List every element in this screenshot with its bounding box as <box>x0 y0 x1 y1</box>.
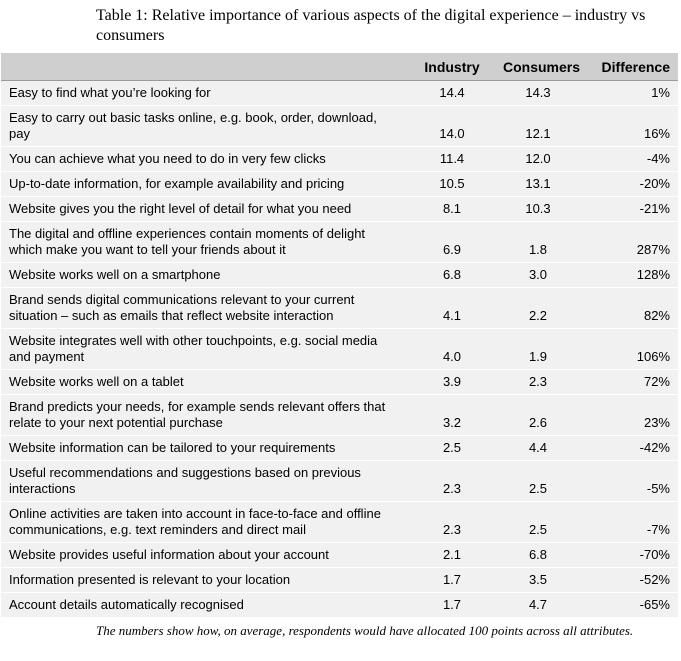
consumers-cell: 2.5 <box>495 460 581 502</box>
difference-cell: 128% <box>581 262 678 288</box>
header-difference: Difference <box>581 53 678 81</box>
attribute-cell: Account details automatically recognised <box>1 592 409 618</box>
table-row: Brand predicts your needs, for example s… <box>1 394 678 436</box>
consumers-cell: 2.2 <box>495 287 581 329</box>
attribute-cell: Information presented is relevant to you… <box>1 567 409 593</box>
attribute-cell: Website works well on a tablet <box>1 369 409 395</box>
table-row: Website integrates well with other touch… <box>1 328 678 370</box>
consumers-cell: 12.0 <box>495 146 581 172</box>
industry-cell: 8.1 <box>409 196 495 222</box>
difference-cell: -21% <box>581 196 678 222</box>
difference-cell: -70% <box>581 542 678 568</box>
industry-cell: 3.2 <box>409 394 495 436</box>
difference-cell: 23% <box>581 394 678 436</box>
attribute-cell: Website works well on a smartphone <box>1 262 409 288</box>
table-row: Website works well on a tablet 3.9 2.3 72% <box>1 369 678 395</box>
table-row: Account details automatically recognised… <box>1 592 678 618</box>
consumers-cell: 3.0 <box>495 262 581 288</box>
attribute-cell: Website gives you the right level of det… <box>1 196 409 222</box>
table-footnote: The numbers show how, on average, respon… <box>96 623 634 638</box>
attribute-cell: Brand predicts your needs, for example s… <box>1 394 409 436</box>
difference-cell: 82% <box>581 287 678 329</box>
industry-cell: 2.5 <box>409 435 495 461</box>
consumers-cell: 6.8 <box>495 542 581 568</box>
header-row: Industry Consumers Difference <box>1 53 678 81</box>
difference-cell: 16% <box>581 105 678 147</box>
table-row: The digital and offline experiences cont… <box>1 221 678 263</box>
attribute-cell: Easy to find what you’re looking for <box>1 80 409 106</box>
industry-cell: 4.1 <box>409 287 495 329</box>
industry-cell: 2.3 <box>409 501 495 543</box>
difference-cell: -7% <box>581 501 678 543</box>
industry-cell: 3.9 <box>409 369 495 395</box>
table-row: Information presented is relevant to you… <box>1 567 678 593</box>
consumers-cell: 3.5 <box>495 567 581 593</box>
difference-cell: -65% <box>581 592 678 618</box>
importance-table: Industry Consumers Difference Easy to fi… <box>1 53 678 618</box>
difference-cell: 287% <box>581 221 678 263</box>
consumers-cell: 1.9 <box>495 328 581 370</box>
consumers-cell: 14.3 <box>495 80 581 106</box>
consumers-cell: 10.3 <box>495 196 581 222</box>
difference-cell: -52% <box>581 567 678 593</box>
table-row: You can achieve what you need to do in v… <box>1 146 678 172</box>
difference-cell: 106% <box>581 328 678 370</box>
attribute-cell: Brand sends digital communications relev… <box>1 287 409 329</box>
difference-cell: 72% <box>581 369 678 395</box>
difference-cell: -5% <box>581 460 678 502</box>
table-row: Easy to find what you’re looking for 14.4… <box>1 80 678 106</box>
header-industry: Industry <box>409 53 495 81</box>
industry-cell: 2.1 <box>409 542 495 568</box>
table-row: Up-to-date information, for example avai… <box>1 171 678 197</box>
difference-cell: -20% <box>581 171 678 197</box>
attribute-cell: Website integrates well with other touch… <box>1 328 409 370</box>
industry-cell: 11.4 <box>409 146 495 172</box>
consumers-cell: 2.5 <box>495 501 581 543</box>
industry-cell: 4.0 <box>409 328 495 370</box>
industry-cell: 6.8 <box>409 262 495 288</box>
table-row: Brand sends digital communications relev… <box>1 287 678 329</box>
attribute-cell: Useful recommendations and suggestions b… <box>1 460 409 502</box>
table-row: Website information can be tailored to y… <box>1 435 678 461</box>
consumers-cell: 2.3 <box>495 369 581 395</box>
attribute-cell: Easy to carry out basic tasks online, e.… <box>1 105 409 147</box>
header-attribute <box>1 53 409 81</box>
industry-cell: 14.0 <box>409 105 495 147</box>
table-row: Website gives you the right level of det… <box>1 196 678 222</box>
consumers-cell: 2.6 <box>495 394 581 436</box>
industry-cell: 2.3 <box>409 460 495 502</box>
table-row: Useful recommendations and suggestions b… <box>1 460 678 502</box>
attribute-cell: Website provides useful information abou… <box>1 542 409 568</box>
difference-cell: 1% <box>581 80 678 106</box>
attribute-cell: You can achieve what you need to do in v… <box>1 146 409 172</box>
header-consumers: Consumers <box>495 53 581 81</box>
industry-cell: 6.9 <box>409 221 495 263</box>
industry-cell: 14.4 <box>409 80 495 106</box>
table-title: Table 1: Relative importance of various … <box>96 7 646 44</box>
difference-cell: -42% <box>581 435 678 461</box>
attribute-cell: Website information can be tailored to y… <box>1 435 409 461</box>
table-row: Online activities are taken into account… <box>1 501 678 543</box>
consumers-cell: 4.4 <box>495 435 581 461</box>
consumers-cell: 1.8 <box>495 221 581 263</box>
table-row: Website works well on a smartphone 6.8 3.0… <box>1 262 678 288</box>
industry-cell: 10.5 <box>409 171 495 197</box>
industry-cell: 1.7 <box>409 567 495 593</box>
difference-cell: -4% <box>581 146 678 172</box>
consumers-cell: 4.7 <box>495 592 581 618</box>
attribute-cell: Up-to-date information, for example avai… <box>1 171 409 197</box>
attribute-cell: Online activities are taken into account… <box>1 501 409 543</box>
consumers-cell: 12.1 <box>495 105 581 147</box>
attribute-cell: The digital and offline experiences cont… <box>1 221 409 263</box>
industry-cell: 1.7 <box>409 592 495 618</box>
table-row: Easy to carry out basic tasks online, e.… <box>1 105 678 147</box>
consumers-cell: 13.1 <box>495 171 581 197</box>
table-row: Website provides useful information abou… <box>1 542 678 568</box>
